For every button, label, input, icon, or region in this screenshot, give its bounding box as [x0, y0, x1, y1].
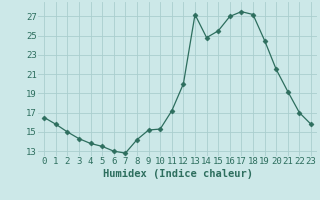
X-axis label: Humidex (Indice chaleur): Humidex (Indice chaleur) — [103, 169, 252, 179]
